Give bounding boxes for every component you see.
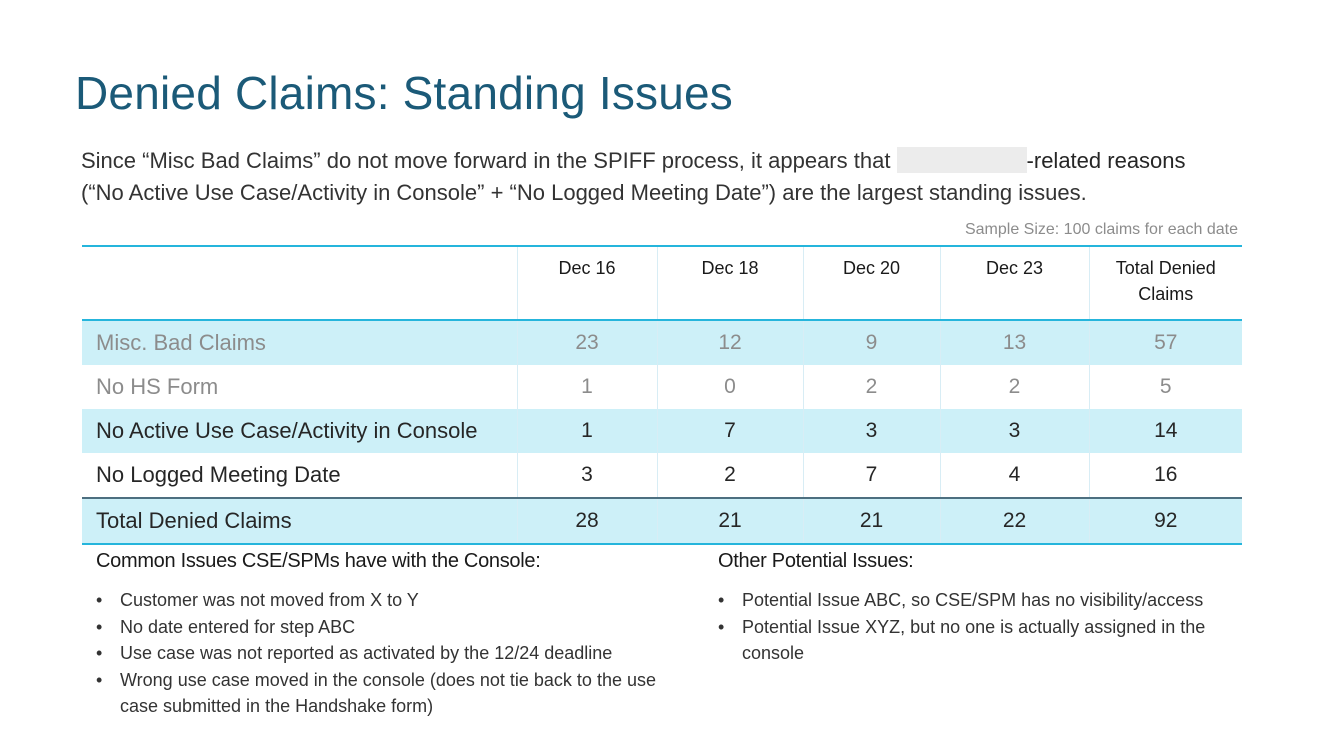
table-header-row: Dec 16 Dec 18 Dec 20 Dec 23 Total Denied… (82, 246, 1242, 320)
table-cell: 16 (1088, 453, 1242, 498)
intro-line-2: (“No Active Use Case/Activity in Console… (81, 180, 1087, 205)
column-header-label (82, 246, 517, 320)
common-issues-section: Common Issues CSE/SPMs have with the Con… (82, 550, 682, 720)
table-cell: 21 (656, 497, 803, 544)
intro-line-1: Since “Misc Bad Claims” do not move forw… (81, 145, 1256, 177)
table-cell: 5 (1088, 365, 1242, 409)
table-cell: 0 (656, 365, 803, 409)
list-item: No date entered for step ABC (96, 614, 682, 641)
table-cell: 9 (802, 320, 940, 365)
list-item: Potential Issue ABC, so CSE/SPM has no v… (718, 587, 1244, 614)
table-row-total-denied-claims: Total Denied Claims 28 21 21 22 92 (82, 497, 1242, 544)
table-cell: 13 (939, 320, 1089, 365)
column-header-dec-18: Dec 18 (656, 246, 803, 320)
table-cell: 3 (516, 453, 657, 498)
intro-text-before-redaction: Since “Misc Bad Claims” do not move forw… (81, 148, 897, 173)
common-issues-list: Customer was not moved from X to Y No da… (82, 587, 682, 720)
table-cell: 7 (802, 453, 940, 498)
table-cell: 92 (1088, 497, 1242, 544)
table-cell: 7 (656, 409, 803, 453)
table-cell: 3 (802, 409, 940, 453)
other-issues-heading: Other Potential Issues: (718, 550, 914, 572)
sample-size-note: Sample Size: 100 claims for each date (964, 221, 1238, 238)
table-cell: 14 (1088, 409, 1242, 453)
table-row-no-hs-form: No HS Form 1 0 2 2 5 (82, 365, 1242, 409)
row-label: Total Denied Claims (82, 497, 517, 544)
list-item: Customer was not moved from X to Y (96, 587, 682, 614)
redacted-text-block (896, 147, 1027, 173)
page-title: Denied Claims: Standing Issues (75, 67, 733, 119)
other-issues-list: Potential Issue ABC, so CSE/SPM has no v… (704, 587, 1244, 667)
other-issues-section: Other Potential Issues: Potential Issue … (704, 550, 1244, 667)
row-label: No Logged Meeting Date (82, 453, 517, 498)
list-item: Potential Issue XYZ, but no one is actua… (718, 614, 1244, 667)
list-item: Wrong use case moved in the console (doe… (96, 667, 682, 720)
intro-paragraph: Since “Misc Bad Claims” do not move forw… (81, 145, 1256, 209)
table-cell: 1 (516, 365, 657, 409)
table-row-misc-bad-claims: Misc. Bad Claims 23 12 9 13 57 (82, 320, 1242, 365)
column-header-total: Total Denied Claims (1088, 246, 1242, 320)
table-cell: 21 (802, 497, 940, 544)
common-issues-heading: Common Issues CSE/SPMs have with the Con… (96, 550, 541, 572)
list-item: Use case was not reported as activated b… (96, 640, 682, 667)
table-cell: 2 (802, 365, 940, 409)
table-row-no-logged-meeting-date: No Logged Meeting Date 3 2 7 4 16 (82, 453, 1242, 498)
table-cell: 28 (516, 497, 657, 544)
table-cell: 1 (516, 409, 657, 453)
table-cell: 2 (656, 453, 803, 498)
table-cell: 57 (1088, 320, 1242, 365)
table-cell: 4 (939, 453, 1089, 498)
denied-claims-table: Dec 16 Dec 18 Dec 20 Dec 23 Total Denied… (82, 245, 1242, 545)
table-cell: 2 (939, 365, 1089, 409)
row-label: No Active Use Case/Activity in Console (82, 409, 517, 453)
table-cell: 3 (939, 409, 1089, 453)
column-header-dec-23: Dec 23 (939, 246, 1089, 320)
row-label: No HS Form (82, 365, 517, 409)
row-label: Misc. Bad Claims (82, 320, 517, 365)
intro-text-after-redaction: -related reasons (1026, 148, 1186, 173)
table-cell: 12 (656, 320, 803, 365)
table-cell: 22 (939, 497, 1089, 544)
table-row-no-active-use-case: No Active Use Case/Activity in Console 1… (82, 409, 1242, 453)
column-header-dec-16: Dec 16 (516, 246, 657, 320)
column-header-dec-20: Dec 20 (802, 246, 940, 320)
table-cell: 23 (516, 320, 657, 365)
